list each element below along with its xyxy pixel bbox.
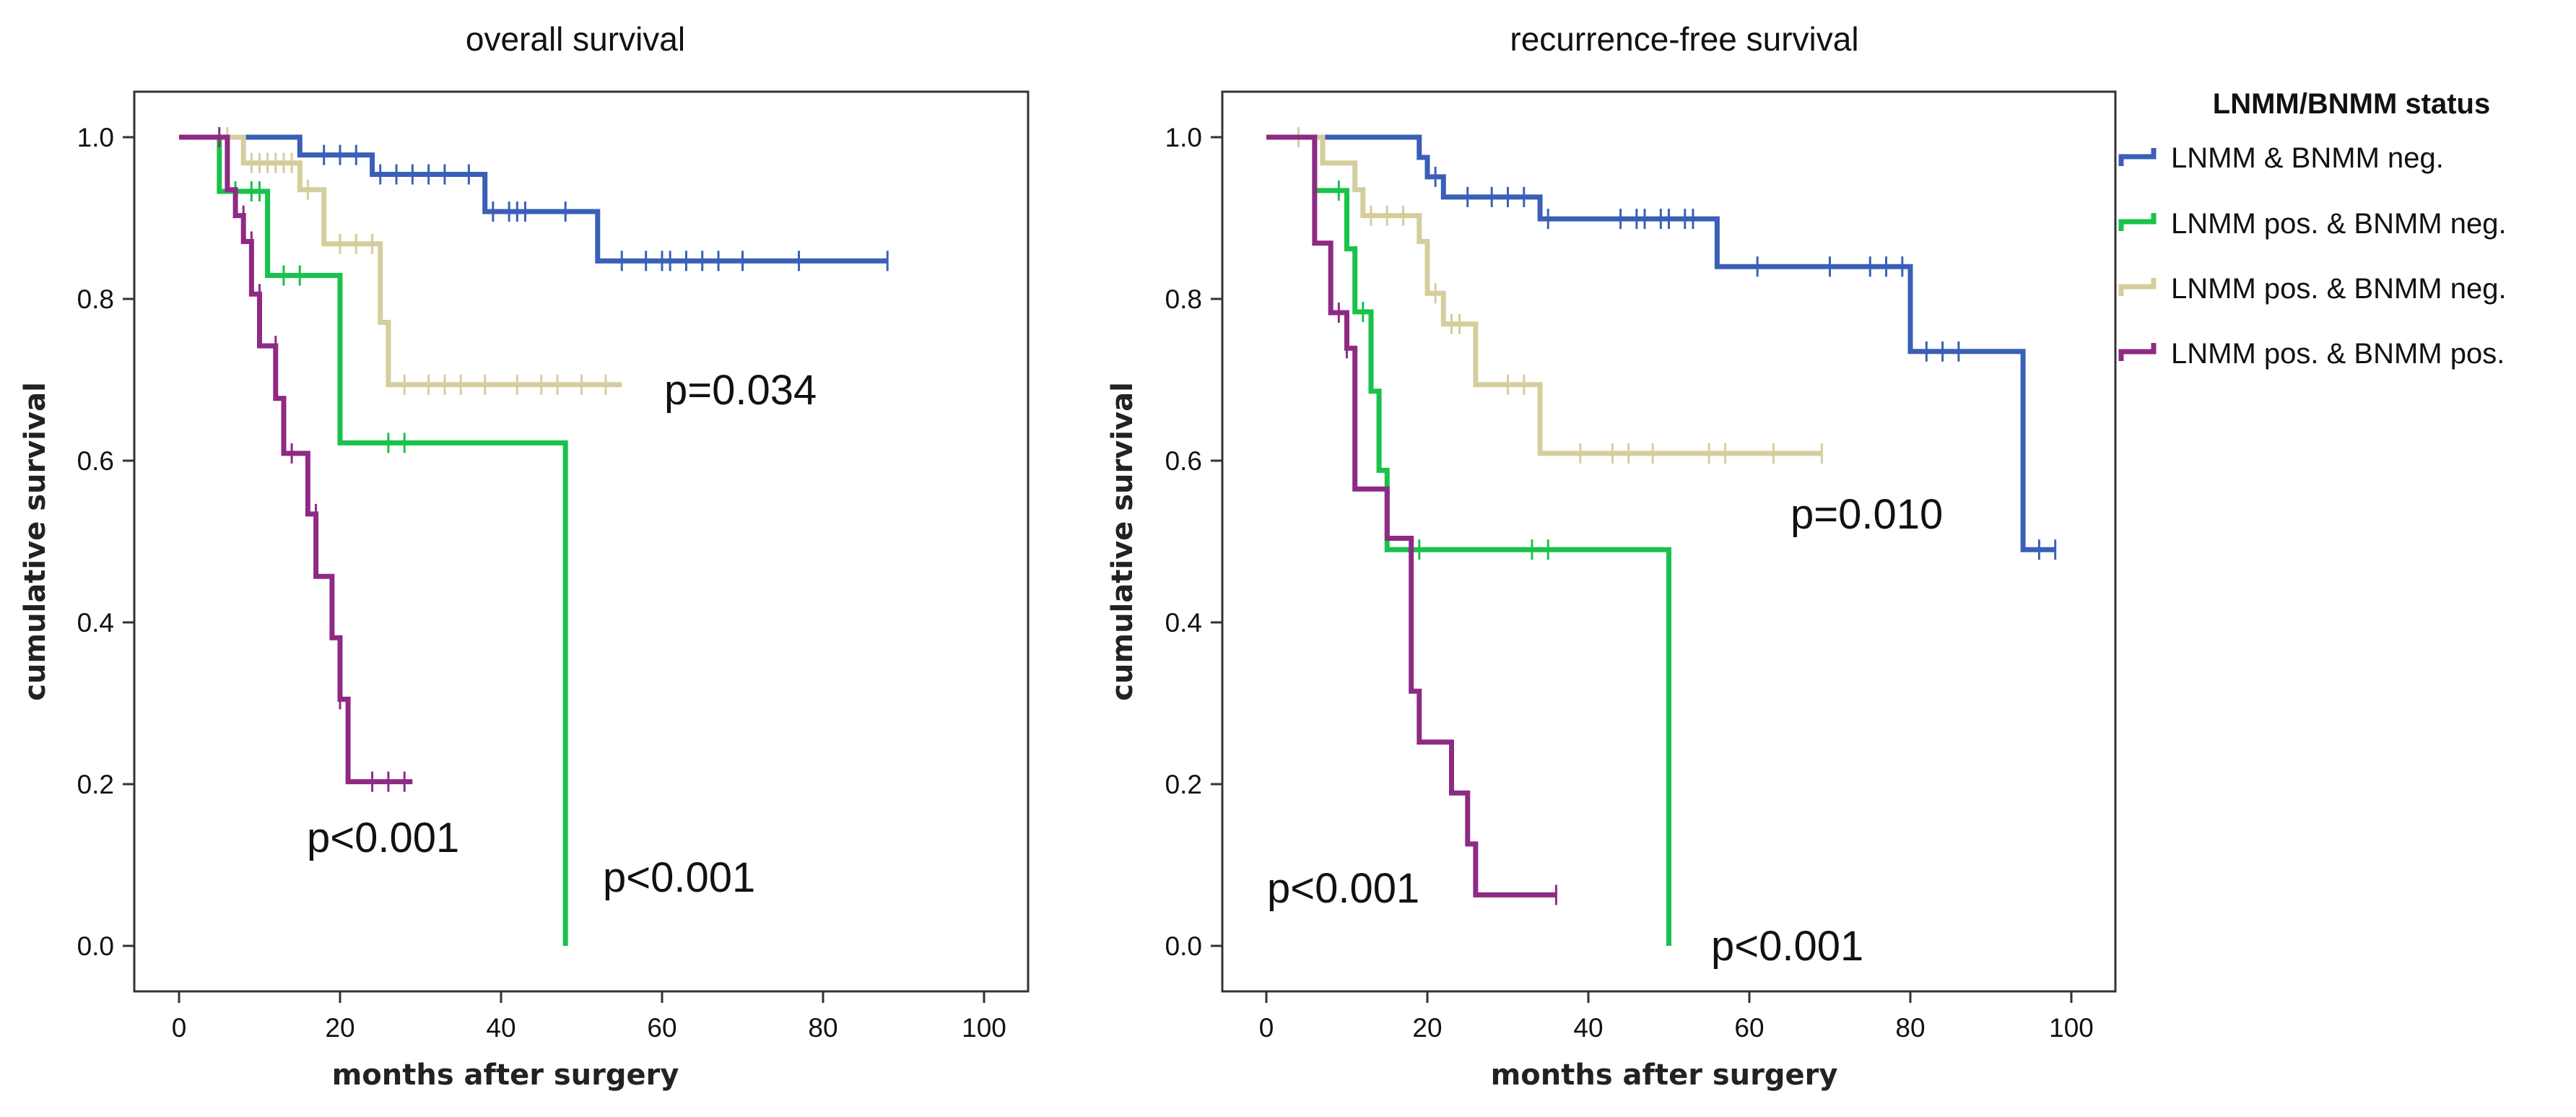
recurrence-free-survival-panel: recurrence-free survival 0 20 40 60 80 1… <box>1106 20 2117 1092</box>
series-layer <box>179 127 889 946</box>
x-tick-label: 0 <box>172 1013 187 1043</box>
x-axis-label: months after surgery <box>1491 1059 1838 1092</box>
x-tick-label: 40 <box>486 1013 515 1043</box>
x-tick-label: 20 <box>1412 1013 1442 1043</box>
survival-curve <box>179 134 413 785</box>
legend-item: LNMM & BNMM neg. <box>2118 142 2444 174</box>
series-2 <box>179 127 622 395</box>
series-0 <box>179 134 889 271</box>
legend-item: LNMM pos. & BNMM neg. <box>2118 208 2507 240</box>
overall-survival-panel: overall survival 0 20 40 60 80 100 0.0 0… <box>19 20 1030 1092</box>
series-0 <box>1266 134 2057 560</box>
y-axis-label: cumulative survival <box>1106 382 1139 701</box>
survival-curve <box>1266 134 2055 552</box>
x-tick-label: 20 <box>325 1013 354 1043</box>
y-tick-label: 0.8 <box>1165 284 1202 314</box>
p-value-annotation: p=0.034 <box>664 367 817 414</box>
legend-swatch <box>2118 278 2157 296</box>
x-tick-label: 40 <box>1573 1013 1603 1043</box>
legend: LNMM/BNMM status LNMM & BNMM neg. LNMM p… <box>2118 88 2507 370</box>
y-tick-label: 0.0 <box>77 931 114 961</box>
series-2 <box>1266 127 1823 464</box>
legend-item: LNMM pos. & BNMM neg. <box>2118 273 2507 305</box>
y-axis-label: cumulative survival <box>19 382 52 701</box>
y-tick-label: 0.4 <box>77 608 114 638</box>
y-tick-label: 0.8 <box>77 284 114 314</box>
x-tick-label: 100 <box>962 1013 1006 1043</box>
legend-label: LNMM pos. & BNMM pos. <box>2171 338 2505 370</box>
legend-label: LNMM pos. & BNMM neg. <box>2171 273 2507 305</box>
survival-curve <box>1266 134 1822 456</box>
axis-ticks <box>123 136 985 1003</box>
y-tick-label: 1.0 <box>1165 123 1202 152</box>
survival-curve <box>179 134 888 264</box>
plot-frame <box>1221 90 2117 993</box>
p-value-annotation: p<0.001 <box>1267 865 1419 912</box>
series-layer <box>1266 127 2057 946</box>
legend-title: LNMM/BNMM status <box>2213 88 2490 120</box>
axis-ticks <box>1211 136 2073 1003</box>
survival-curve <box>179 134 622 388</box>
y-tick-label: 0.0 <box>1165 931 1202 961</box>
legend-label: LNMM pos. & BNMM neg. <box>2171 208 2507 240</box>
y-tick-label: 0.6 <box>1165 446 1202 476</box>
plot-frame <box>133 90 1030 993</box>
x-tick-label: 80 <box>1895 1013 1925 1043</box>
legend-label: LNMM & BNMM neg. <box>2171 142 2444 174</box>
legend-swatch <box>2118 148 2157 166</box>
legend-item: LNMM pos. & BNMM pos. <box>2118 338 2505 370</box>
y-tick-label: 0.2 <box>1165 770 1202 799</box>
chart-title: overall survival <box>466 20 685 58</box>
series-3 <box>179 127 413 792</box>
y-tick-label: 1.0 <box>77 123 114 152</box>
x-tick-label: 60 <box>1734 1013 1764 1043</box>
y-tick-label: 0.2 <box>77 770 114 799</box>
p-value-annotation: p=0.010 <box>1790 491 1943 538</box>
p-value-annotation: p<0.001 <box>603 854 755 901</box>
y-tick-label: 0.4 <box>1165 608 1202 638</box>
x-tick-label: 80 <box>808 1013 837 1043</box>
legend-swatch <box>2118 343 2157 361</box>
x-tick-label: 100 <box>2049 1013 2094 1043</box>
y-tick-label: 0.6 <box>77 446 114 476</box>
series-3 <box>1266 134 1557 905</box>
x-axis-label: months after surgery <box>332 1059 679 1092</box>
survival-curve <box>179 134 568 946</box>
chart-title: recurrence-free survival <box>1510 20 1858 58</box>
x-tick-label: 0 <box>1259 1013 1274 1043</box>
p-value-annotation: p<0.001 <box>307 814 459 861</box>
legend-swatch <box>2118 213 2157 231</box>
p-value-annotation: p<0.001 <box>1711 923 1863 970</box>
survival-curve <box>1266 134 1557 897</box>
x-tick-label: 60 <box>647 1013 676 1043</box>
